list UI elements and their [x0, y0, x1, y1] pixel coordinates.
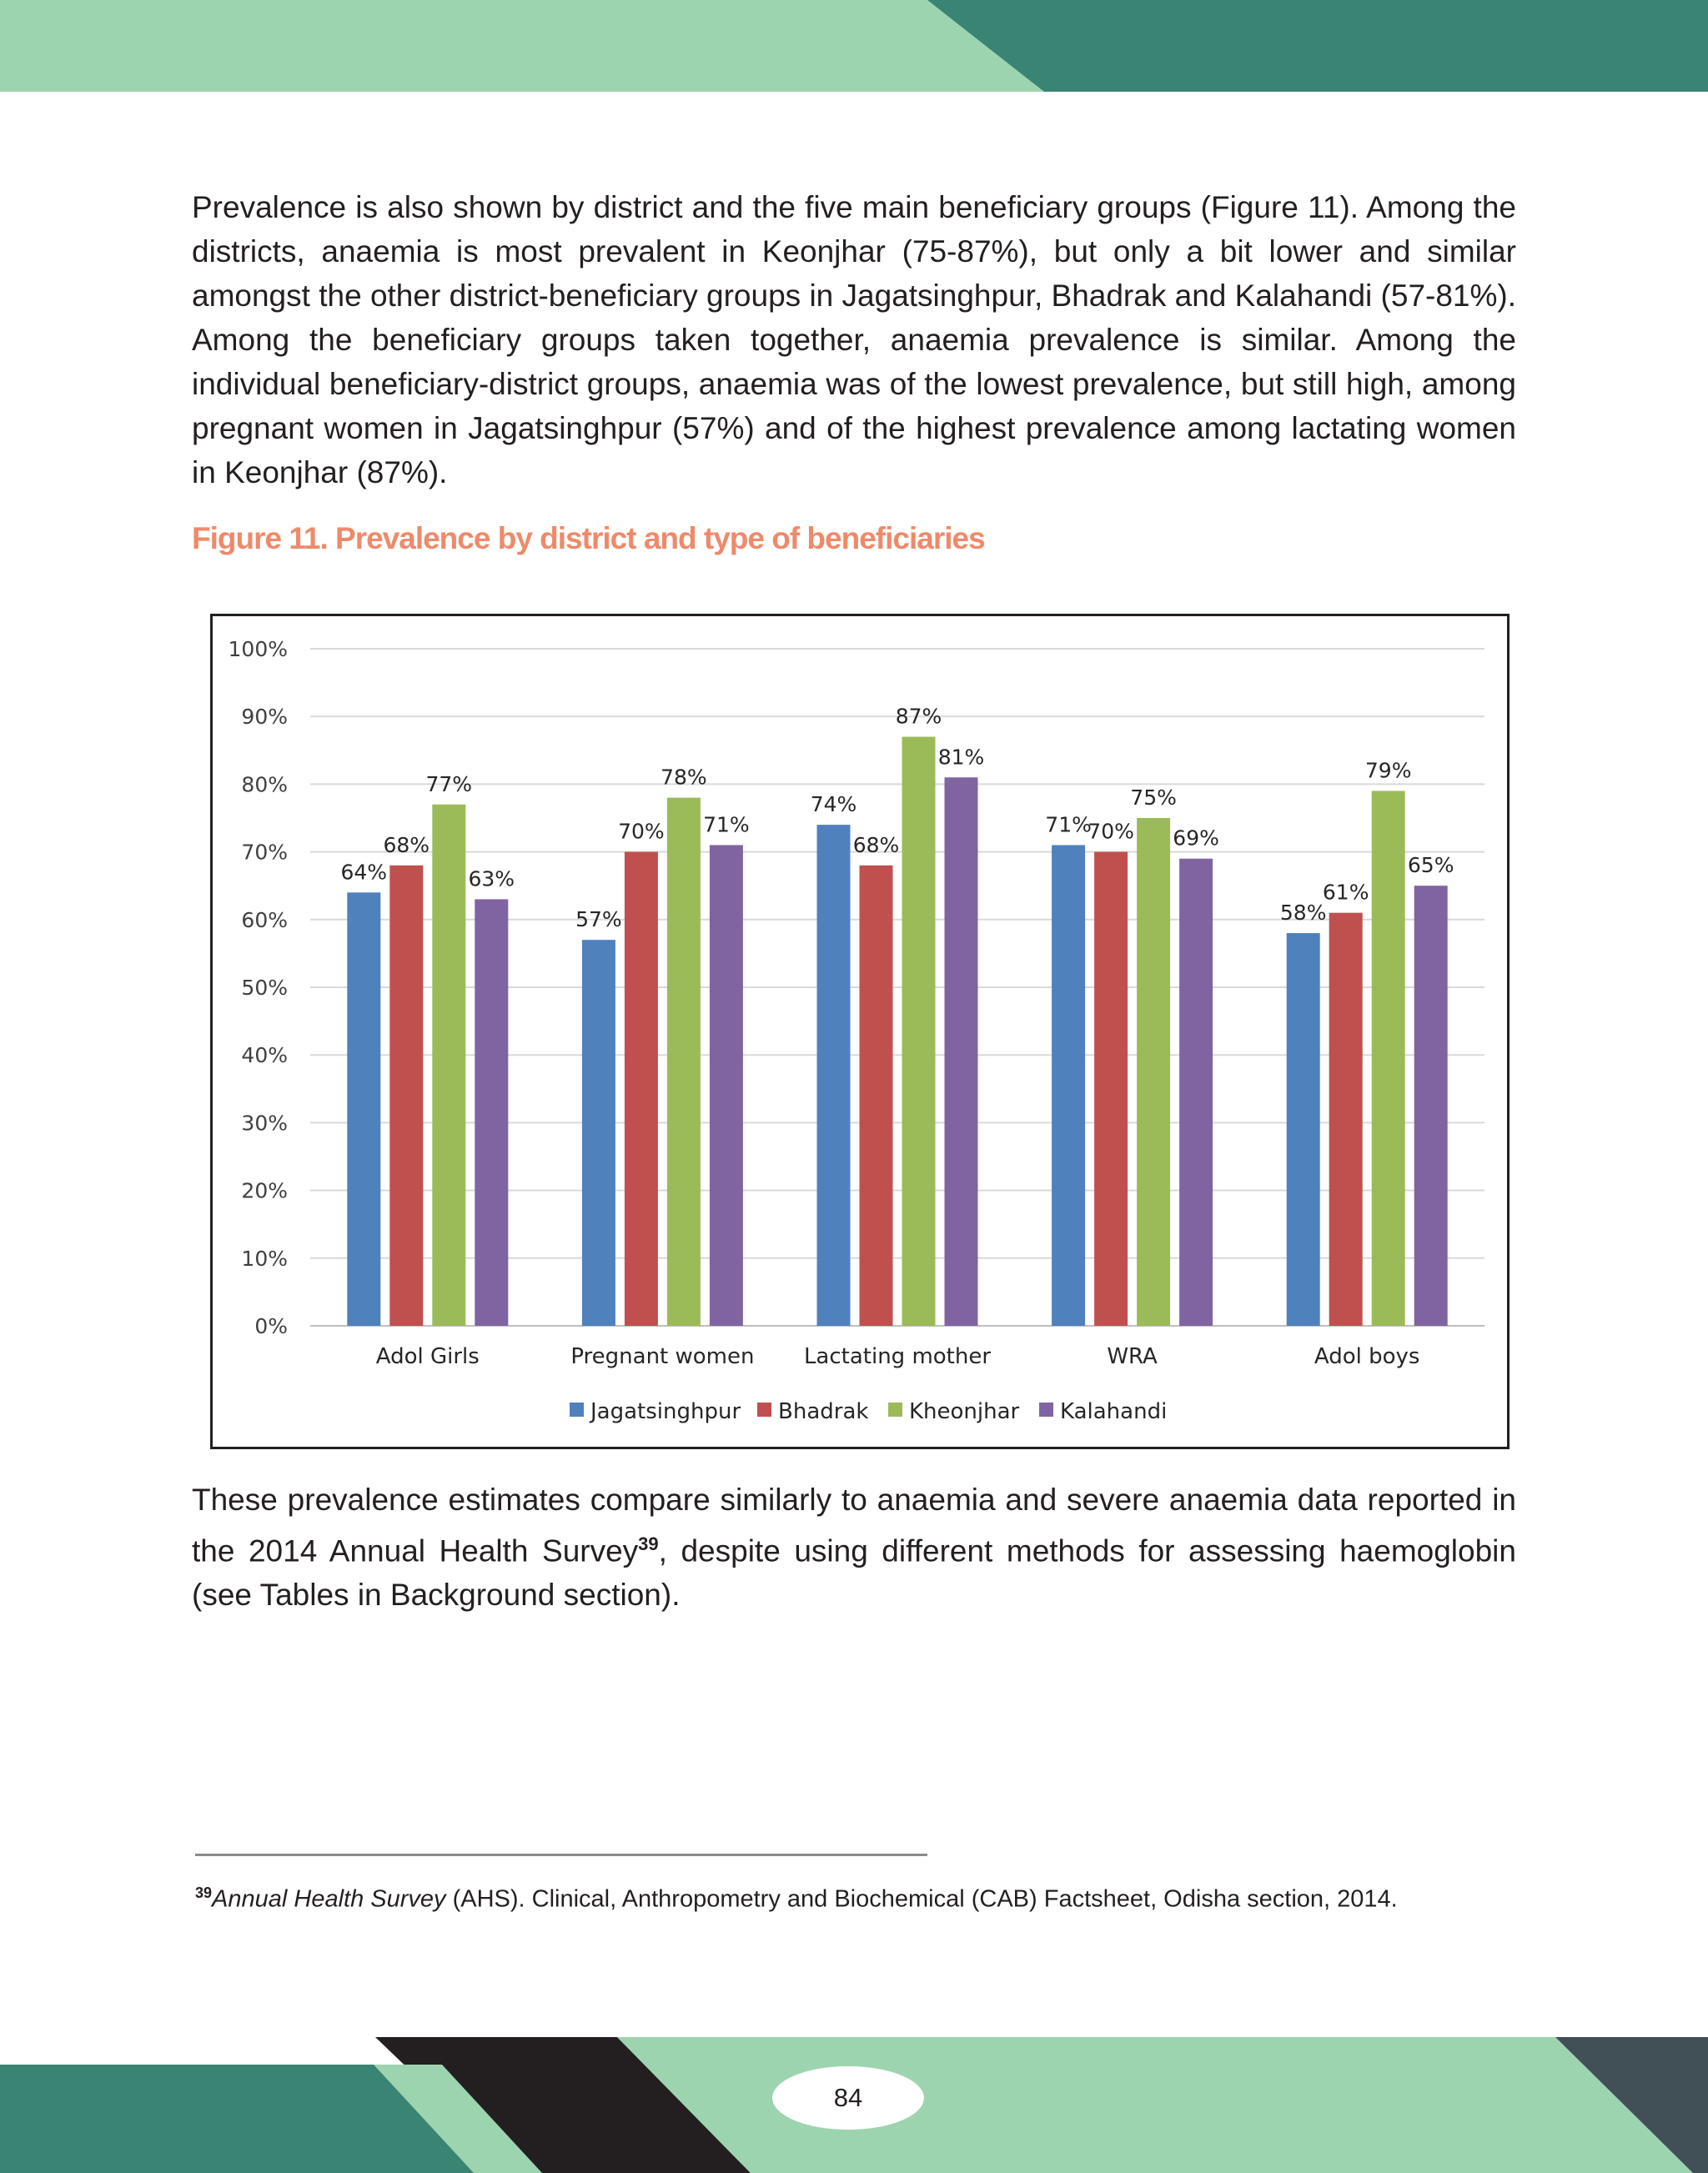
- bar: [1094, 851, 1128, 1326]
- top-band-dark: [927, 0, 1708, 92]
- bar: [816, 825, 851, 1326]
- bar: [1371, 790, 1405, 1326]
- data-label: 64%: [341, 860, 388, 884]
- footnote-number: 39: [195, 1884, 213, 1901]
- data-label: 69%: [1173, 826, 1219, 851]
- bar: [944, 777, 978, 1326]
- legend-label: Jagatsinghpur: [589, 1399, 741, 1424]
- bar: [1329, 912, 1363, 1326]
- y-tick-label: 10%: [241, 1247, 288, 1271]
- legend-label: Bhadrak: [778, 1399, 868, 1424]
- y-tick-label: 0%: [254, 1314, 288, 1338]
- x-tick-label: WRA: [1107, 1344, 1158, 1369]
- data-label: 77%: [426, 772, 473, 796]
- bar: [1052, 845, 1086, 1326]
- bar: [581, 940, 615, 1326]
- y-tick-label: 20%: [241, 1179, 288, 1203]
- data-label: 70%: [1088, 820, 1134, 844]
- bar: [1414, 886, 1448, 1326]
- bar: [1286, 933, 1320, 1326]
- y-tick-label: 60%: [241, 908, 288, 932]
- bar: [666, 797, 701, 1326]
- bar: [432, 804, 466, 1326]
- x-tick-label: Lactating mother: [804, 1344, 991, 1369]
- bottom-band-slate: [1555, 2037, 1708, 2173]
- footnote: 39Annual Health Survey (AHS). Clinical, …: [195, 1876, 1398, 1916]
- footnote-reference: 39: [638, 1533, 659, 1554]
- bottom-band-light-left: [367, 2065, 542, 2173]
- data-label: 61%: [1323, 881, 1369, 905]
- data-label: 68%: [384, 833, 430, 857]
- bar: [709, 845, 743, 1326]
- bar: [902, 736, 936, 1326]
- bar: [859, 865, 893, 1326]
- y-tick-label: 30%: [241, 1111, 288, 1135]
- y-tick-label: 40%: [241, 1043, 288, 1067]
- y-tick-label: 50%: [241, 976, 288, 1000]
- legend-label: Kheonjhar: [909, 1399, 1020, 1424]
- footnote-title: Annual Health Survey: [212, 1885, 446, 1913]
- closing-paragraph: These prevalence estimates compare simil…: [192, 1478, 1516, 1617]
- figure-title: Figure 11. Prevalence by district and ty…: [192, 521, 986, 555]
- footnote-text: (AHS). Clinical, Anthropometry and Bioch…: [445, 1885, 1398, 1913]
- y-tick-label: 70%: [241, 841, 288, 865]
- data-label: 81%: [938, 745, 985, 769]
- top-band-light: [0, 0, 1044, 92]
- bar-chart: 0% 10% 20% 30% 40% 50% 60% 70% 80% 90% 100% 64% 68% 7…: [210, 614, 1510, 1449]
- bar: [624, 851, 658, 1326]
- data-label: 79%: [1365, 759, 1412, 783]
- page-number: 84: [772, 2066, 924, 2130]
- data-label: 63%: [469, 866, 515, 891]
- data-label: 71%: [1045, 812, 1092, 836]
- bottom-band-black: [375, 2037, 751, 2173]
- bar: [1179, 858, 1213, 1326]
- bar: [347, 892, 381, 1326]
- data-label: 57%: [575, 907, 622, 931]
- bar: [389, 865, 424, 1326]
- y-tick-label: 90%: [241, 705, 288, 729]
- data-label: 74%: [811, 792, 857, 816]
- data-label: 65%: [1408, 853, 1454, 877]
- legend-swatch: [570, 1403, 584, 1417]
- data-label: 75%: [1130, 785, 1177, 810]
- chart-canvas: 0% 10% 20% 30% 40% 50% 60% 70% 80% 90% 100% 64% 68% 7…: [229, 637, 1484, 1424]
- bottom-band-dark: [0, 2065, 474, 2173]
- data-label: 68%: [853, 833, 900, 857]
- closing-text-1: These prevalence estimates compare simil…: [192, 1483, 1516, 1568]
- x-tick-label: Pregnant women: [570, 1344, 754, 1369]
- legend-label: Kalahandi: [1060, 1399, 1167, 1424]
- data-label: 71%: [703, 812, 750, 836]
- data-label: 78%: [661, 765, 707, 790]
- y-tick-label: 80%: [241, 772, 288, 796]
- intro-paragraph: Prevalence is also shown by district and…: [192, 190, 1516, 489]
- x-tick-label: Adol boys: [1314, 1344, 1420, 1369]
- legend-swatch: [757, 1403, 771, 1417]
- bar: [1137, 818, 1171, 1326]
- data-label: 87%: [896, 705, 942, 729]
- legend-swatch: [1039, 1403, 1053, 1417]
- data-label: 58%: [1280, 901, 1327, 925]
- y-tick-label: 100%: [229, 637, 288, 661]
- x-tick-label: Adol Girls: [376, 1344, 480, 1369]
- legend-swatch: [888, 1403, 902, 1417]
- footnote-divider: [195, 1854, 927, 1856]
- closing-text-2: , despite using different methods for as…: [192, 1533, 1516, 1613]
- data-label: 70%: [618, 820, 665, 844]
- bar: [475, 899, 509, 1326]
